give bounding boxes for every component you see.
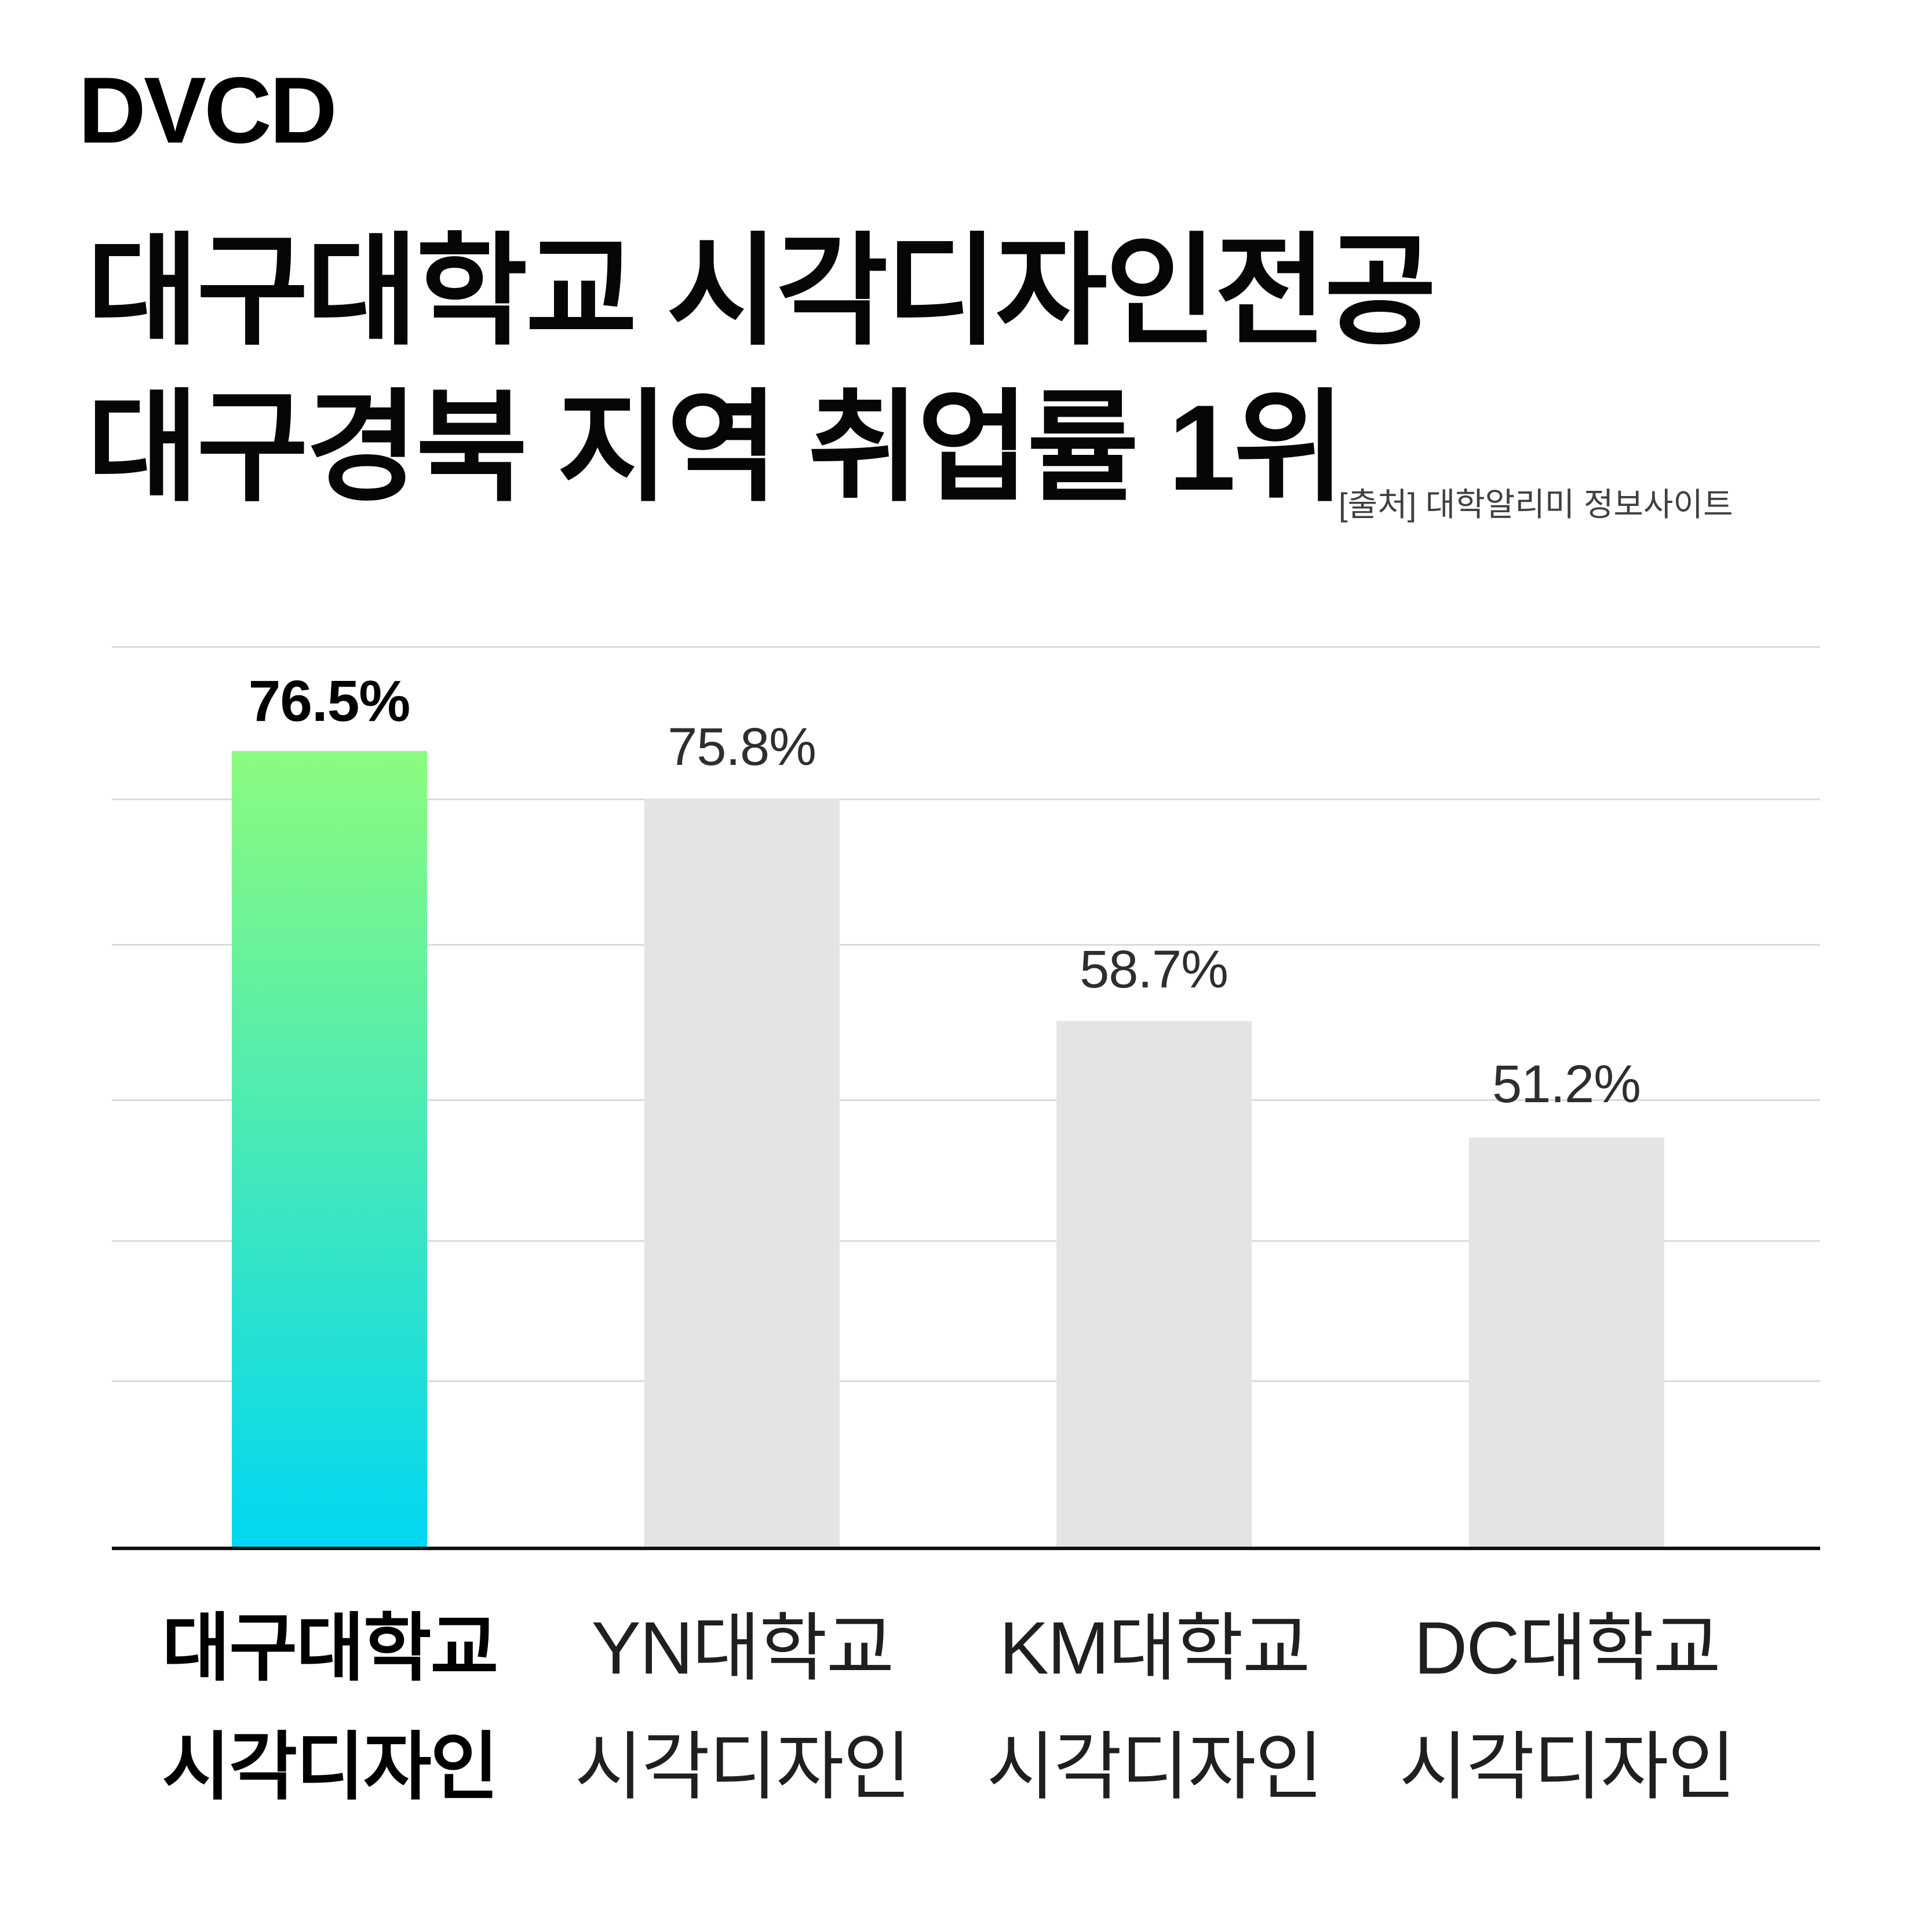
value-label-yn: 75.8% bbox=[668, 717, 816, 777]
value-label-dc: 51.2% bbox=[1492, 1055, 1641, 1114]
gridline bbox=[112, 799, 1820, 800]
gridline bbox=[112, 1240, 1820, 1242]
category-label-yn: YN대학교 시각디자인 bbox=[522, 1589, 963, 1827]
source-note: [출처] 대학알리미 정보사이트 bbox=[1339, 486, 1733, 523]
gridline bbox=[112, 646, 1820, 648]
category-label-line-1: KM대학교 bbox=[999, 1607, 1310, 1690]
category-label-daegu: 대구대학교 시각디자인 bbox=[110, 1589, 550, 1827]
value-label-km: 58.7% bbox=[1080, 940, 1229, 999]
page-title: 대구대학교 시각디자인전공 대구경북 지역 취업률 1위 bbox=[87, 213, 1437, 526]
gridline bbox=[112, 1380, 1820, 1382]
bar-dc-univ bbox=[1469, 1138, 1664, 1548]
bar-yn-univ bbox=[644, 799, 840, 1548]
bar-daegu-univ bbox=[232, 751, 427, 1548]
bar-chart-plot-area: 76.5% 75.8% 58.7% 51.2% bbox=[112, 646, 1820, 1550]
category-label-line-2: 시각디자인 bbox=[162, 1726, 499, 1809]
category-label-line-1: 대구대학교 bbox=[162, 1607, 499, 1690]
value-label-daegu: 76.5% bbox=[248, 669, 411, 734]
category-label-line-2: 시각디자인 bbox=[574, 1726, 912, 1809]
page-title-line-1: 대구대학교 시각디자인전공 bbox=[87, 223, 1437, 359]
x-axis-baseline bbox=[112, 1547, 1820, 1550]
category-label-km: KM대학교 시각디자인 bbox=[934, 1589, 1375, 1827]
bar-km-univ bbox=[1056, 1021, 1252, 1548]
gridline bbox=[112, 1099, 1820, 1101]
category-label-line-2: 시각디자인 bbox=[1399, 1726, 1736, 1809]
category-label-line-1: YN대학교 bbox=[591, 1607, 894, 1690]
category-label-line-2: 시각디자인 bbox=[986, 1726, 1324, 1809]
page-title-line-2: 대구경북 지역 취업률 1위 bbox=[87, 380, 1346, 516]
category-label-dc: DC대학교 시각디자인 bbox=[1347, 1589, 1787, 1827]
brand-logo: DVCD bbox=[78, 58, 337, 163]
category-label-line-1: DC대학교 bbox=[1413, 1607, 1721, 1690]
gridline bbox=[112, 944, 1820, 946]
